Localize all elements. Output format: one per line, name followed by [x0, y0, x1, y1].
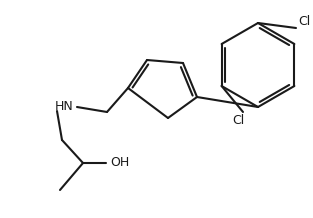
Text: Cl: Cl: [298, 15, 310, 29]
Text: HN: HN: [55, 100, 74, 114]
Text: OH: OH: [110, 157, 129, 170]
Text: Cl: Cl: [232, 114, 244, 126]
